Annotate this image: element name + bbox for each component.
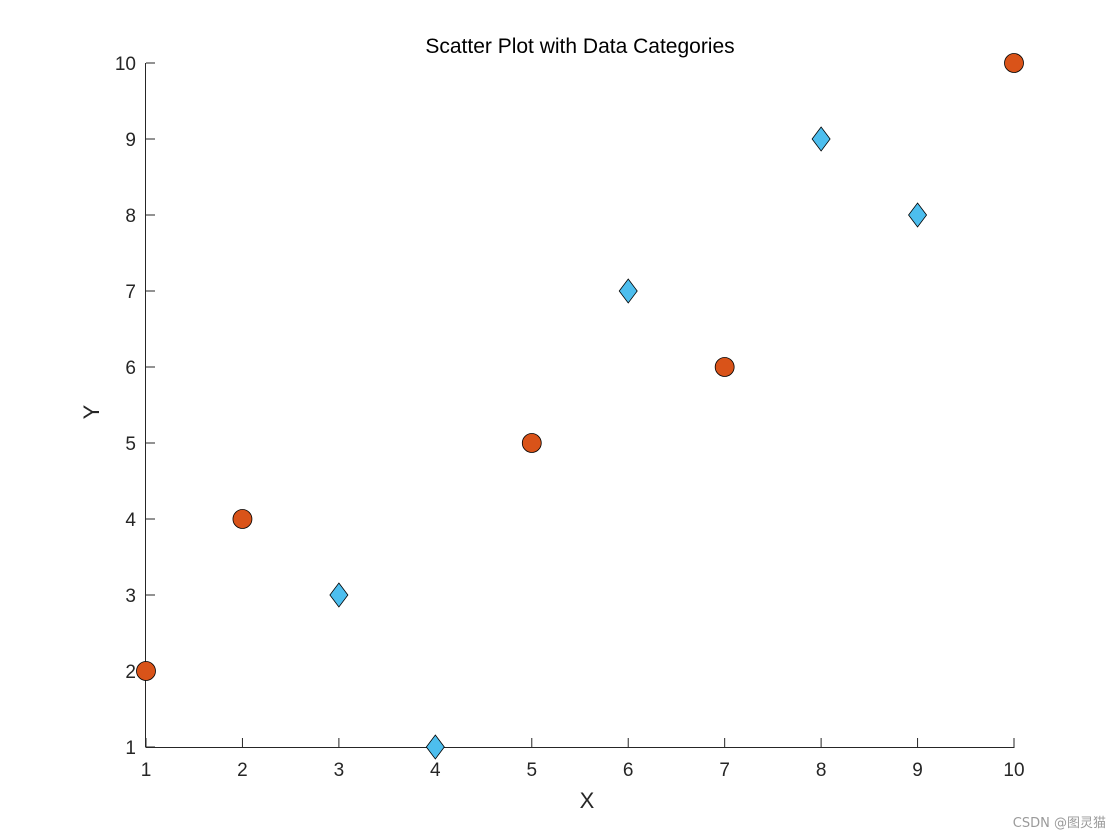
x-tick-label: 2 (237, 760, 248, 781)
y-axis-title: Y (79, 404, 104, 419)
x-tick-label: 5 (526, 760, 537, 781)
data-point-diamond (908, 202, 928, 228)
x-tick-label: 6 (623, 760, 634, 781)
data-point-circle (232, 509, 253, 529)
y-tick-label: 2 (125, 662, 136, 683)
ticks: 1 2 3 4 5 6 7 8 9 10 1 2 3 4 5 6 7 8 9 10 (115, 54, 1025, 781)
x-tick-label: 9 (912, 760, 923, 781)
y-tick-label: 4 (125, 510, 136, 531)
y-tick-label: 5 (125, 434, 136, 455)
data-point-diamond (811, 126, 831, 152)
x-tick-label: 8 (816, 760, 827, 781)
y-tick-label: 3 (125, 586, 136, 607)
watermark: CSDN @图灵猫 (1012, 816, 1106, 831)
data-points (136, 53, 1024, 760)
x-tick-label: 1 (141, 760, 152, 781)
y-tick-label: 8 (125, 206, 136, 227)
data-point-diamond (618, 278, 638, 304)
chart-title: Scatter Plot with Data Categories (425, 35, 734, 58)
x-tick-label: 10 (1003, 760, 1024, 781)
y-tick-label: 7 (125, 282, 136, 303)
data-point-circle (1004, 53, 1024, 73)
data-point-diamond (329, 582, 349, 608)
y-tick-label: 1 (125, 738, 136, 759)
data-point-circle (714, 357, 735, 377)
data-point-circle (521, 433, 542, 453)
y-tick-label: 10 (115, 54, 136, 75)
x-tick-label: 4 (430, 760, 441, 781)
x-tick-label: 7 (719, 760, 730, 781)
axes (145, 63, 1015, 748)
x-axis-title: X (580, 788, 595, 813)
y-tick-label: 9 (125, 130, 136, 151)
data-point-diamond (425, 734, 445, 760)
data-point-circle (136, 661, 156, 681)
y-tick-label: 6 (125, 358, 136, 379)
x-tick-label: 3 (334, 760, 345, 781)
